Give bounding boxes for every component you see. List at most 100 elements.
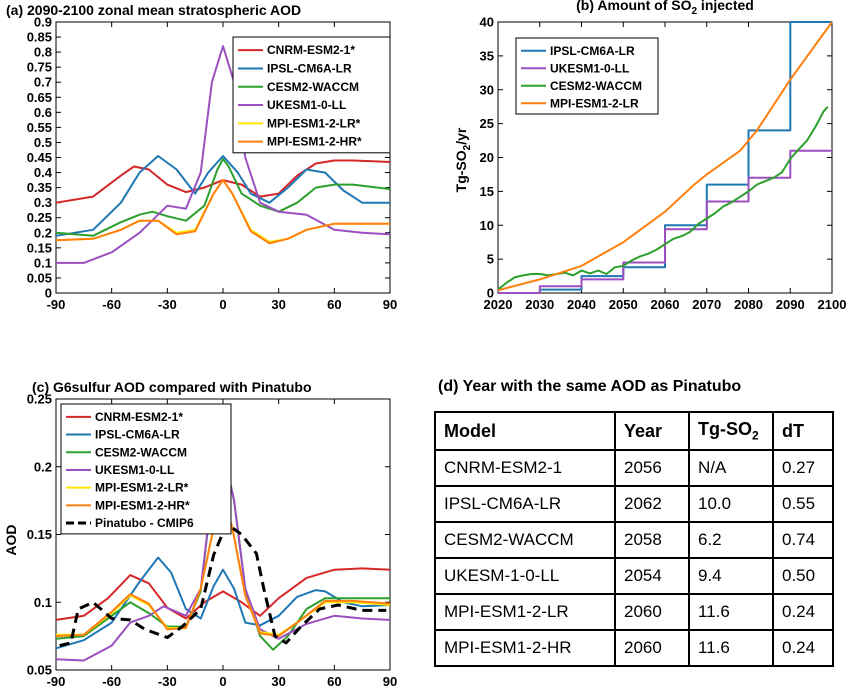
chart-b-ytick-label: 15 [480, 184, 494, 199]
chart-b-xtick-label: 2060 [651, 297, 680, 312]
table-cell-model: MPI-ESM1-2-LR [434, 593, 616, 631]
chart-a-xtick-label: 60 [327, 297, 341, 312]
chart-a-ytick-label: 0.35 [27, 180, 52, 195]
chart-a-ytick-label: 0.7 [34, 75, 52, 90]
col-header-model: Model [434, 411, 616, 451]
chart-c-xtick-label: -90 [47, 674, 66, 689]
chart-a-legend-label: MPI-ESM1-2-HR* [267, 135, 362, 149]
chart-b-ytick-label: 5 [487, 252, 494, 267]
chart-a-xtick-label: 0 [219, 297, 226, 312]
chart-c-title: (c) G6sulfur AOD compared with Pinatubo [32, 379, 312, 395]
chart-a-legend-label: CNRM-ESM2-1* [267, 43, 355, 57]
table-cell-dt: 0.55 [772, 485, 834, 523]
table-cell-dt: 0.27 [772, 449, 834, 487]
col-header-tgso2-sub: 2 [752, 428, 759, 443]
chart-c-legend-label: CESM2-WACCM [95, 445, 187, 459]
chart-b-legend-label: MPI-ESM1-2-LR [550, 96, 639, 110]
chart-a-legend-label: IPSL-CM6A-LR [267, 61, 352, 75]
chart-a-ytick-label: 0.2 [34, 225, 52, 240]
chart-a-series-line [55, 155, 390, 237]
table-cell-tgso2: 11.6 [688, 593, 774, 631]
chart-c-xtick-label: 60 [327, 674, 341, 689]
chart-b-ytick-label: 20 [480, 150, 494, 165]
chart-a-ytick-label: 0.75 [27, 60, 52, 75]
table-row: UKESM-1-0-LL 2054 9.4 0.50 [434, 557, 834, 595]
table-cell-model: CESM2-WACCM [434, 521, 616, 559]
table-row: MPI-ESM1-2-LR 2060 11.6 0.24 [434, 593, 834, 631]
table-body: CNRM-ESM2-1 2056 N/A 0.27 IPSL-CM6A-LR 2062 10… [434, 449, 834, 667]
table-cell-dt: 0.24 [772, 629, 834, 667]
chart-b-xtick-label: 2020 [484, 297, 513, 312]
chart-a-legend-label: CESM2-WACCM [267, 80, 359, 94]
table-cell-dt: 0.24 [772, 593, 834, 631]
chart-a-title: (a) 2090-2100 zonal mean stratospheric A… [6, 2, 301, 18]
table-title: (d) Year with the same AOD as Pinatubo [438, 378, 742, 395]
chart-b-ytick-label: 10 [480, 218, 494, 233]
chart-a-series-line [55, 158, 391, 237]
chart-a-xtick-label: -60 [102, 297, 121, 312]
table-cell-model: UKESM-1-0-LL [434, 557, 616, 595]
chart-a-xtick-label: 90 [383, 297, 397, 312]
chart-a-xtick-label: 30 [271, 297, 285, 312]
chart-c-ytick-label: 0.05 [27, 663, 52, 678]
chart-a-ytick-label: 0.8 [34, 45, 52, 60]
chart-a-ytick-label: 0 [45, 286, 52, 301]
chart-b-ylabel: Tg-SO2/yr [453, 127, 473, 192]
chart-c-ytick-label: 0.2 [34, 459, 52, 474]
chart-b-legend-label: CESM2-WACCM [550, 79, 642, 93]
chart-a-xtick-label: -90 [47, 297, 66, 312]
chart-c-ytick-label: 0.15 [27, 527, 52, 542]
chart-b-title: (b) Amount of SO2 injected [576, 0, 754, 17]
table-cell-model: CNRM-ESM2-1 [434, 449, 616, 487]
chart-c-xtick-label: 90 [383, 674, 397, 689]
chart-c-ytick-label: 0.1 [34, 595, 52, 610]
table-row: CESM2-WACCM 2058 6.2 0.74 [434, 521, 834, 559]
chart-a-ytick-label: 0.1 [34, 255, 52, 270]
table-cell-year: 2056 [614, 449, 690, 487]
chart-c-legend-label: CNRM-ESM2-1* [95, 410, 183, 424]
col-header-tgso2: Tg-SO2 [688, 411, 774, 451]
chart-b-ytick-label: 25 [480, 116, 494, 131]
col-header-dt: dT [772, 411, 834, 451]
chart-b-ytick-label: 35 [480, 48, 494, 63]
table-header-row: Model Year Tg-SO2 dT [434, 411, 834, 451]
chart-c-series-line [55, 556, 391, 650]
chart-b-xtick-label: 2070 [692, 297, 721, 312]
chart-a-legend-box [232, 36, 391, 154]
table-row: IPSL-CM6A-LR 2062 10.0 0.55 [434, 485, 834, 523]
table-cell-tgso2: 10.0 [688, 485, 774, 523]
table-cell-year: 2058 [614, 521, 690, 559]
chart-b-xtick-label: 2100 [818, 297, 847, 312]
table-cell-model: MPI-ESM1-2-HR [434, 629, 616, 667]
table-row: MPI-ESM1-2-HR 2060 11.6 0.24 [434, 629, 834, 667]
table-cell-model: IPSL-CM6A-LR [434, 485, 616, 523]
table-cell-tgso2: 6.2 [688, 521, 774, 559]
chart-c-legend-label: Pinatubo - CMIP6 [95, 516, 194, 530]
chart-c-series-line [55, 567, 391, 621]
chart-a-ytick-label: 0.5 [34, 135, 52, 150]
chart-b-xtick-label: 2080 [734, 297, 763, 312]
chart-c-series-line [59, 522, 387, 648]
table-cell-year: 2062 [614, 485, 690, 523]
chart-a-series-line [55, 179, 390, 245]
chart-b-series-line [498, 149, 832, 294]
chart-b-series-line [497, 21, 833, 292]
chart-b-xtick-label: 2040 [567, 297, 596, 312]
pinatubo-year-table: Model Year Tg-SO2 dT CNRM-ESM2-1 2056 N/A 0… [434, 411, 834, 667]
chart-a-ytick-label: 0.85 [27, 30, 52, 45]
col-header-year: Year [614, 411, 690, 451]
chart-a-ytick-label: 0.9 [34, 15, 52, 30]
chart-a-ytick-label: 0.25 [27, 210, 52, 225]
chart-c-legend-label: MPI-ESM1-2-LR* [95, 481, 189, 495]
chart-a-legend-label: UKESM1-0-LL [267, 98, 346, 112]
chart-a-ytick-label: 0.15 [27, 240, 52, 255]
table-cell-year: 2060 [614, 629, 690, 667]
table-cell-year: 2060 [614, 593, 690, 631]
chart-a-ytick-label: 0.55 [27, 120, 52, 135]
chart-b-legend-label: UKESM1-0-LL [550, 61, 629, 75]
chart-c-xtick-label: -60 [102, 674, 121, 689]
col-header-tgso2-text: Tg-SO [698, 419, 752, 440]
chart-c-xtick-label: -30 [158, 674, 177, 689]
